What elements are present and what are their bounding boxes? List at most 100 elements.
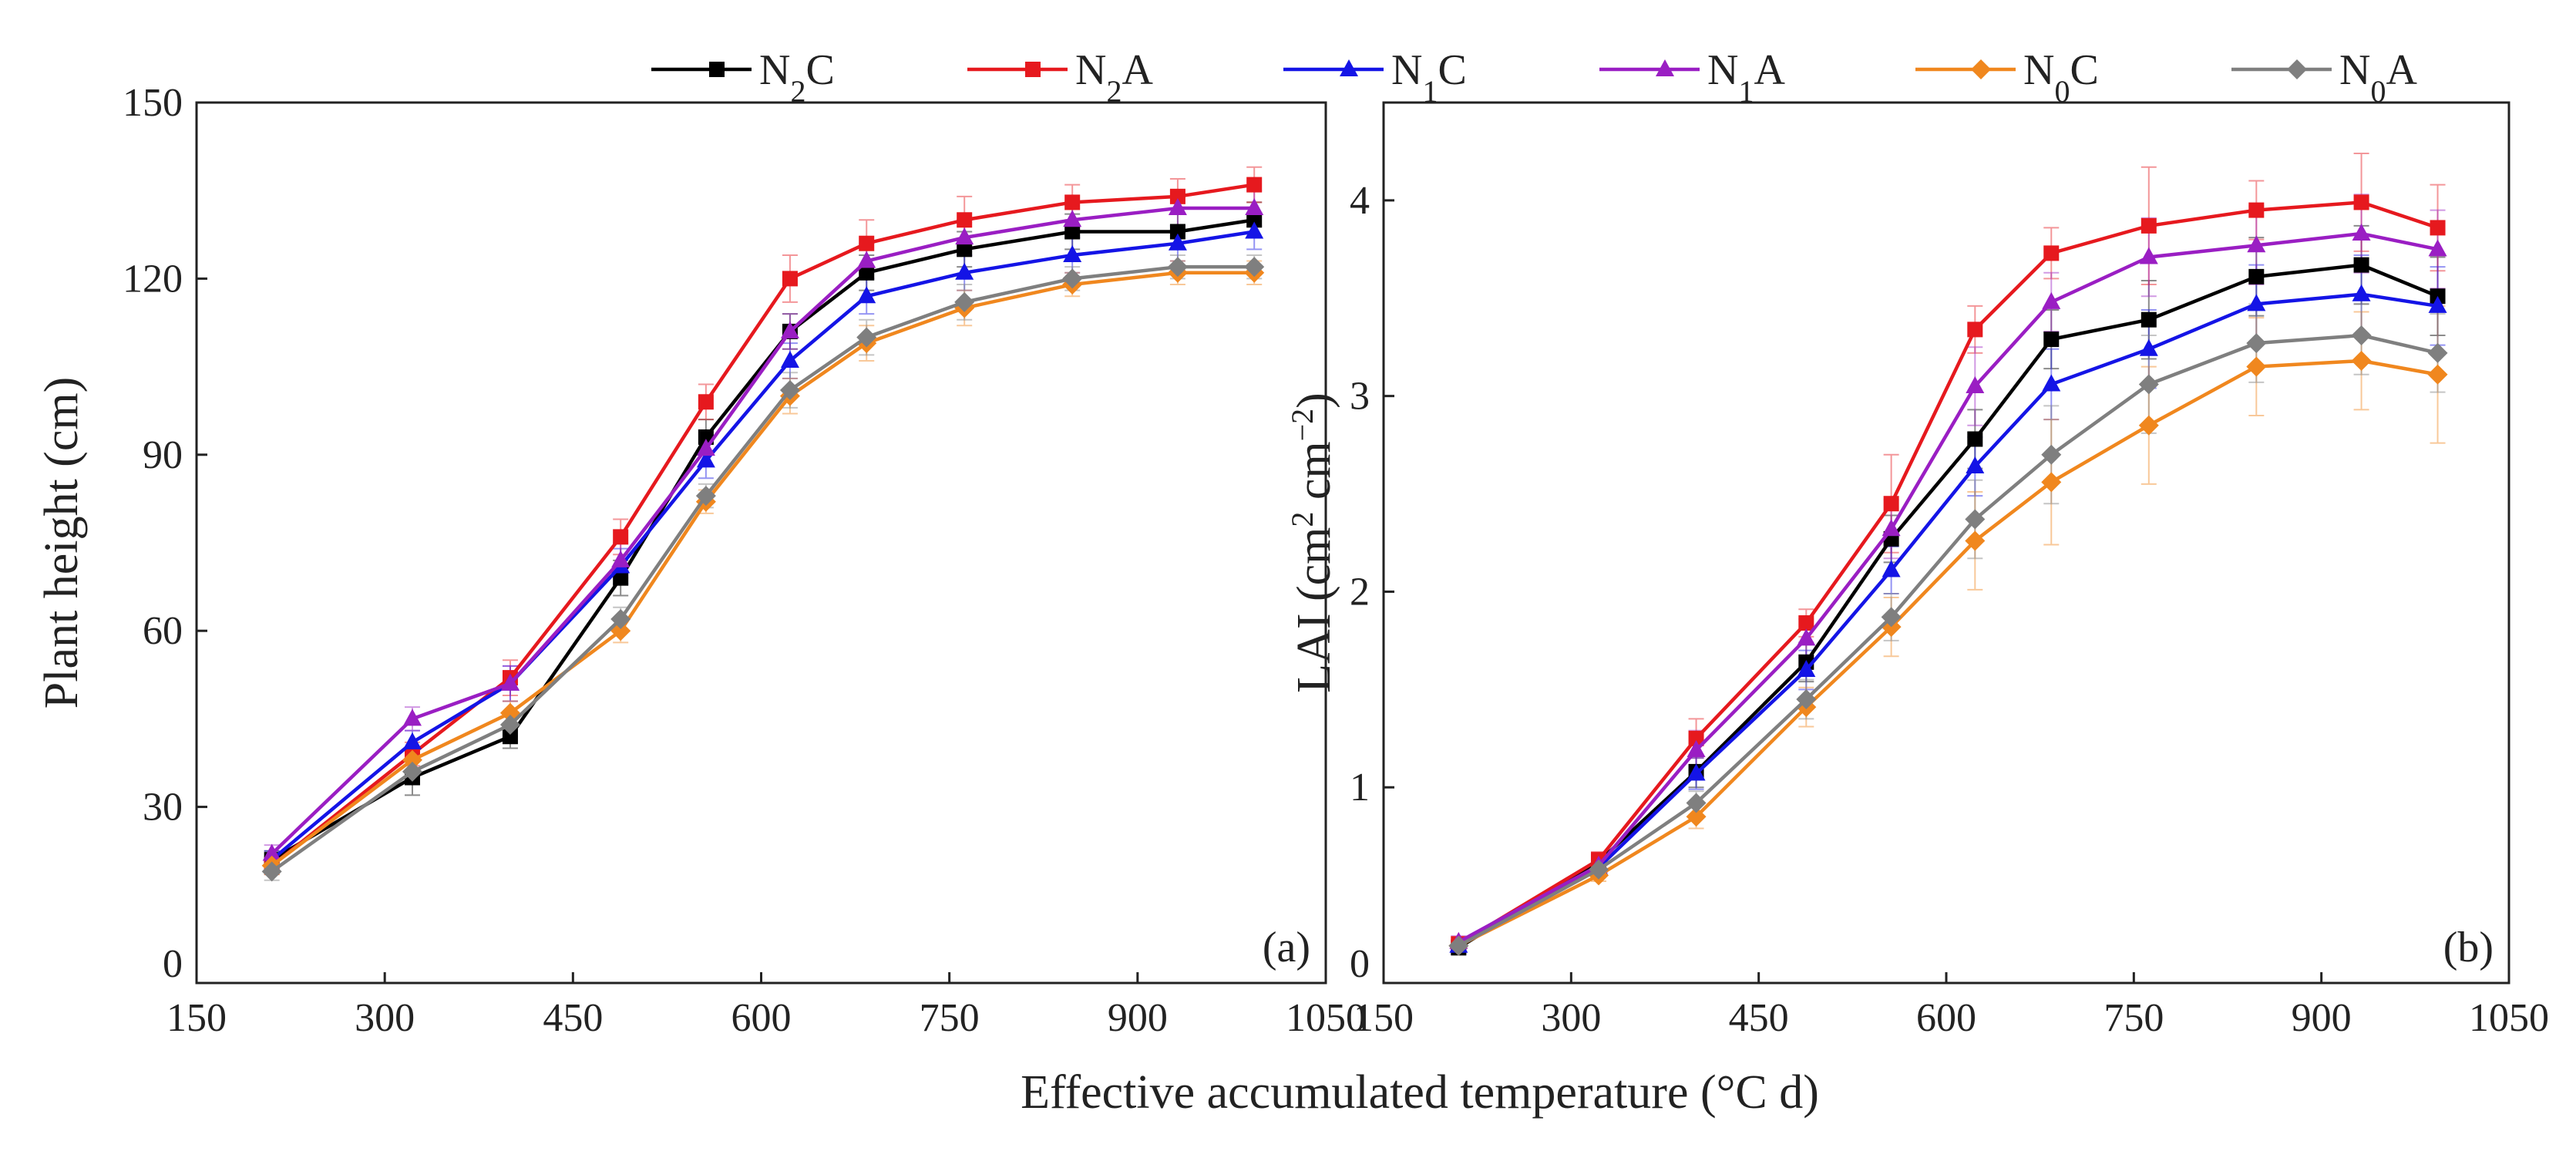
data-point-N0A [2041, 444, 2062, 465]
data-point-N0A [610, 608, 631, 629]
legend-label-subscript: 0 [2054, 74, 2070, 109]
data-point-N0C [1686, 806, 1707, 827]
y-axis-label-superscript: −2 [1285, 409, 1320, 442]
x-axis-label: Effective accumulated temperature (°C d) [1021, 1066, 1819, 1119]
y-tick-label: 1 [1350, 766, 1370, 810]
x-tick-label: 600 [1916, 996, 1976, 1040]
y-tick-label: 90 [143, 433, 183, 477]
y-axis-label-part: ) [1288, 392, 1340, 409]
y-tick-label: 120 [123, 257, 183, 301]
data-point-N1A [780, 321, 799, 338]
data-point-N1A [1882, 519, 1901, 537]
data-point-N2A [1688, 730, 1704, 746]
legend-label-tail: C [1438, 46, 1466, 94]
data-point-N2A [782, 271, 798, 287]
series-line-N2A [271, 183, 1255, 867]
series-line-N1C [1458, 292, 2438, 948]
x-tick-label: 450 [543, 996, 603, 1040]
data-point-N1A [262, 843, 281, 861]
y-tick-label: 3 [1350, 375, 1370, 419]
legend-marker [1025, 62, 1041, 77]
y-axis-label: LAI (cm2 cm−2) [1285, 392, 1341, 693]
y-tick-label: 0 [1350, 942, 1370, 986]
data-point-N1A [402, 709, 422, 726]
data-point-N0A [1881, 607, 1902, 628]
data-point-N0A [2246, 333, 2267, 354]
legend-item-N2A: N2A [967, 46, 1153, 109]
data-point-N2C [1967, 431, 1983, 447]
data-point-N0A [856, 327, 877, 348]
data-point-N1A [2139, 247, 2158, 264]
panel-label: (a) [1263, 924, 1310, 971]
x-tick-label: 900 [2292, 996, 2352, 1040]
data-point-N0A [402, 761, 422, 782]
data-point-N2A [859, 235, 875, 251]
data-point-N2A [613, 529, 629, 545]
legend-label-tail: A [1754, 46, 1785, 94]
x-tick-label: 1050 [1286, 996, 1366, 1040]
data-point-N1C [780, 350, 799, 368]
data-point-N1C [1966, 456, 1985, 474]
y-tick-label: 4 [1350, 179, 1370, 223]
data-point-N2A [1967, 321, 1983, 338]
data-point-N1C [402, 732, 422, 749]
data-point-N0C [2246, 356, 2267, 377]
data-point-N2C [859, 264, 875, 281]
data-point-N2C [1246, 212, 1263, 228]
legend-item-N1A: N1A [1599, 46, 1785, 109]
data-point-N2C [2248, 268, 2265, 284]
data-point-N0A [954, 291, 975, 312]
panel-b-lai: 150 300 450 600 750 900 1050 0 1 2 3 4 LAI (cm2 cm−2… [1285, 101, 2549, 1040]
data-point-N1C [696, 450, 715, 468]
panel-a-plant-height: 150 300 450 600 750 900 1050 0 30 60 90 120 150 Plant… [35, 81, 1366, 1040]
data-point-N0C [2351, 350, 2372, 371]
y-tick-label: 2 [1350, 570, 1370, 614]
data-point-N2C [1064, 224, 1081, 240]
legend-label-base: N [1075, 46, 1106, 94]
series-line-N2C [1458, 263, 2439, 950]
y-axis-label-superscript: 2 [1285, 512, 1320, 527]
legend-marker [1656, 59, 1674, 76]
y-axis-label: Plant height (cm) [35, 377, 88, 709]
data-point-N1C [1245, 221, 1264, 239]
data-point-N0C [2138, 415, 2159, 436]
legend-label-base: N [2339, 46, 2370, 94]
legend: N2C N2A N1C N1A N0C N0A [651, 46, 2417, 109]
data-point-N0C [2427, 364, 2448, 385]
data-point-N0A [2427, 342, 2448, 363]
legend-label: N1A [1707, 46, 1785, 109]
legend-label-subscript: 0 [2370, 74, 2386, 109]
legend-label-tail: C [2070, 46, 2098, 94]
series-line-N2A [1458, 200, 2439, 946]
data-point-N0A [779, 380, 800, 401]
data-point-N0A [695, 486, 716, 507]
legend-label-base: N [1391, 46, 1422, 94]
data-point-N2A [1883, 496, 1899, 512]
y-axis-label-part: LAI (cm [1288, 527, 1340, 693]
error-bars-N0A [264, 254, 1263, 881]
data-point-N2A [2430, 220, 2446, 236]
data-point-N0C [1965, 530, 1986, 551]
legend-label-base: N [1707, 46, 1738, 94]
data-point-N2C [2141, 311, 2157, 328]
legend-label: N1C [1391, 46, 1467, 109]
data-point-N1A [500, 673, 520, 691]
y-tick-label: 150 [123, 81, 183, 125]
legend-marker [1340, 59, 1358, 76]
error-bars-N1C [1451, 254, 2446, 953]
data-point-N1A [2428, 239, 2447, 257]
legend-label: N0C [2023, 46, 2099, 109]
panel-label: (b) [2443, 924, 2494, 971]
data-point-N2A [698, 394, 714, 410]
data-point-N0A [1796, 689, 1817, 710]
legend-label-subscript: 1 [1738, 74, 1754, 109]
data-point-N2A [1169, 188, 1185, 204]
x-tick-label: 900 [1108, 996, 1168, 1040]
x-tick-label: 150 [166, 996, 227, 1040]
data-point-N2C [613, 570, 629, 586]
data-point-N1C [2042, 374, 2061, 392]
data-point-N1A [1245, 198, 1264, 216]
data-point-N2A [2141, 217, 2157, 234]
legend-label: N2A [1075, 46, 1153, 109]
data-point-N1C [2139, 338, 2158, 356]
